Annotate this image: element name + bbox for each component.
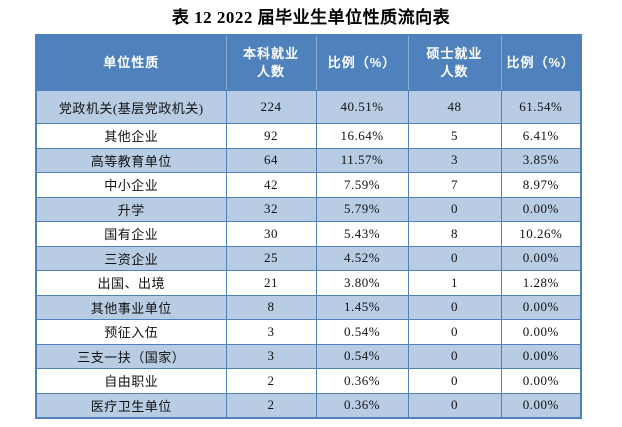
table-row: 其他事业单位 8 1.45% 0 0.00% <box>35 294 582 320</box>
header-unit-nature: 单位性质 <box>35 35 227 91</box>
value-cell: 0.00% <box>500 392 582 418</box>
value-cell: 21 <box>225 270 317 296</box>
header-undergrad-ratio: 比例（%） <box>315 35 409 91</box>
table-row: 出国、出境 21 3.80% 1 1.28% <box>35 270 582 296</box>
table-row: 医疗卫生单位 2 0.36% 0 0.00% <box>35 392 582 418</box>
unit-nature-cell: 出国、出境 <box>35 270 227 296</box>
value-cell: 5 <box>407 123 502 149</box>
header-master-count: 硕士就业 人数 <box>407 35 502 91</box>
table-body: 党政机关(基层党政机关) 224 40.51% 48 61.54% 其他企业 92 16.64… <box>35 90 582 418</box>
table-row: 中小企业 42 7.59% 7 8.97% <box>35 172 582 198</box>
value-cell: 48 <box>407 90 502 124</box>
table-row: 高等教育单位 64 11.57% 3 3.85% <box>35 147 582 173</box>
value-cell: 7.59% <box>315 172 409 198</box>
value-cell: 2 <box>225 392 317 418</box>
value-cell: 1.45% <box>315 294 409 320</box>
unit-nature-cell: 中小企业 <box>35 172 227 198</box>
value-cell: 3.85% <box>500 147 582 173</box>
value-cell: 3 <box>225 343 317 369</box>
value-cell: 0.00% <box>500 368 582 394</box>
value-cell: 0 <box>407 343 502 369</box>
table-row: 自由职业 2 0.36% 0 0.00% <box>35 368 582 394</box>
value-cell: 92 <box>225 123 317 149</box>
value-cell: 1 <box>407 270 502 296</box>
value-cell: 0 <box>407 368 502 394</box>
header-undergrad-count: 本科就业 人数 <box>225 35 317 91</box>
unit-nature-cell: 医疗卫生单位 <box>35 392 227 418</box>
table-row: 其他企业 92 16.64% 5 6.41% <box>35 123 582 149</box>
value-cell: 64 <box>225 147 317 173</box>
unit-nature-cell: 预征入伍 <box>35 319 227 345</box>
value-cell: 8 <box>407 221 502 247</box>
table-row: 预征入伍 3 0.54% 0 0.00% <box>35 319 582 345</box>
value-cell: 0 <box>407 245 502 271</box>
value-cell: 32 <box>225 196 317 222</box>
unit-nature-cell: 三资企业 <box>35 245 227 271</box>
value-cell: 30 <box>225 221 317 247</box>
value-cell: 224 <box>225 90 317 124</box>
value-cell: 5.79% <box>315 196 409 222</box>
value-cell: 5.43% <box>315 221 409 247</box>
value-cell: 3 <box>407 147 502 173</box>
value-cell: 0.54% <box>315 343 409 369</box>
value-cell: 42 <box>225 172 317 198</box>
value-cell: 16.64% <box>315 123 409 149</box>
value-cell: 0 <box>407 294 502 320</box>
value-cell: 0 <box>407 319 502 345</box>
value-cell: 0 <box>407 196 502 222</box>
value-cell: 0.54% <box>315 319 409 345</box>
value-cell: 0.00% <box>500 319 582 345</box>
table-row: 升学 32 5.79% 0 0.00% <box>35 196 582 222</box>
table-row: 国有企业 30 5.43% 8 10.26% <box>35 221 582 247</box>
value-cell: 0.00% <box>500 294 582 320</box>
value-cell: 1.28% <box>500 270 582 296</box>
table-row: 三资企业 25 4.52% 0 0.00% <box>35 245 582 271</box>
table-title: 表 12 2022 届毕业生单位性质流向表 <box>171 8 451 27</box>
unit-nature-cell: 党政机关(基层党政机关) <box>35 90 227 124</box>
unit-nature-cell: 其他事业单位 <box>35 294 227 320</box>
value-cell: 25 <box>225 245 317 271</box>
value-cell: 40.51% <box>315 90 409 124</box>
unit-nature-cell: 国有企业 <box>35 221 227 247</box>
value-cell: 10.26% <box>500 221 582 247</box>
value-cell: 0.00% <box>500 245 582 271</box>
value-cell: 4.52% <box>315 245 409 271</box>
value-cell: 3 <box>225 319 317 345</box>
table-row: 三支一扶（国家） 3 0.54% 0 0.00% <box>35 343 582 369</box>
value-cell: 0.36% <box>315 392 409 418</box>
header-row: 单位性质 本科就业 人数 比例（%） 硕士就业 人数 比例（%） <box>35 35 582 91</box>
unit-nature-cell: 升学 <box>35 196 227 222</box>
value-cell: 2 <box>225 368 317 394</box>
value-cell: 0.36% <box>315 368 409 394</box>
value-cell: 3.80% <box>315 270 409 296</box>
value-cell: 7 <box>407 172 502 198</box>
value-cell: 8.97% <box>500 172 582 198</box>
value-cell: 61.54% <box>500 90 582 124</box>
unit-nature-cell: 高等教育单位 <box>35 147 227 173</box>
table-row: 党政机关(基层党政机关) 224 40.51% 48 61.54% <box>35 90 582 124</box>
unit-nature-cell: 三支一扶（国家） <box>35 343 227 369</box>
value-cell: 0.00% <box>500 196 582 222</box>
value-cell: 0 <box>407 392 502 418</box>
unit-nature-cell: 其他企业 <box>35 123 227 149</box>
value-cell: 0.00% <box>500 343 582 369</box>
header-master-ratio: 比例（%） <box>500 35 582 91</box>
unit-nature-flow-table: 单位性质 本科就业 人数 比例（%） 硕士就业 人数 比例（%） 党政机关(基层… <box>35 34 582 419</box>
unit-nature-cell: 自由职业 <box>35 368 227 394</box>
value-cell: 8 <box>225 294 317 320</box>
value-cell: 6.41% <box>500 123 582 149</box>
value-cell: 11.57% <box>315 147 409 173</box>
